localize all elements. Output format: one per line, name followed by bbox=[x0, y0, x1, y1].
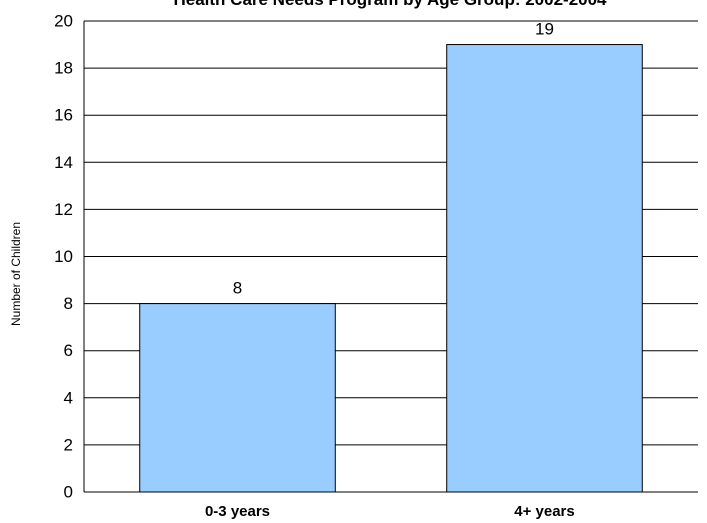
y-tick-labels: 0 2 4 6 8 10 12 14 16 18 20 bbox=[54, 12, 73, 502]
data-label: 19 bbox=[535, 20, 554, 39]
bar bbox=[139, 303, 336, 493]
bars bbox=[139, 44, 643, 493]
y-tick-label: 20 bbox=[54, 12, 73, 31]
y-tick-label: 12 bbox=[54, 200, 73, 219]
y-tick-label: 6 bbox=[64, 341, 73, 360]
y-tick-label: 10 bbox=[54, 247, 73, 266]
x-tick-label: 4+ years bbox=[514, 503, 574, 520]
y-tick-label: 18 bbox=[54, 59, 73, 78]
y-tick-label: 2 bbox=[64, 435, 73, 454]
x-tick-label: 0-3 years bbox=[205, 503, 270, 520]
y-tick-label: 16 bbox=[54, 106, 73, 125]
x-tick-labels: 0-3 years 4+ years bbox=[205, 503, 575, 520]
y-axis-label: Number of Children bbox=[9, 222, 23, 326]
y-tick-label: 0 bbox=[64, 483, 73, 502]
y-tick-label: 14 bbox=[54, 153, 73, 172]
data-labels: 8 19 bbox=[233, 20, 554, 298]
y-tick-label: 4 bbox=[64, 388, 73, 407]
data-label: 8 bbox=[233, 279, 242, 298]
chart-title: Health Care Needs Program by Age Group: … bbox=[173, 0, 607, 9]
y-tick-label: 8 bbox=[64, 294, 73, 313]
bar bbox=[446, 44, 643, 493]
